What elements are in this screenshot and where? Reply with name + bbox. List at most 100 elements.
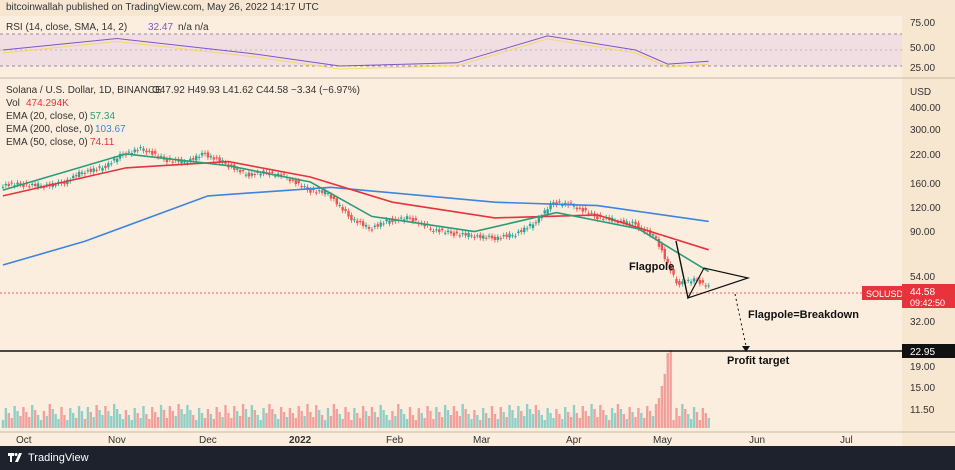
candle-body [602, 218, 605, 220]
candle-body [218, 157, 221, 162]
candle-body [476, 235, 479, 237]
volume-bar [279, 407, 283, 428]
volume-bar [564, 407, 567, 428]
candle-body [464, 233, 467, 236]
volume-bar [382, 410, 385, 428]
candle-body [578, 207, 582, 209]
ema20-line [2, 153, 710, 273]
volume-bar [159, 405, 163, 428]
volume-bar [458, 416, 461, 428]
volume-bar [508, 405, 511, 428]
volume-bar [646, 406, 649, 428]
candle-body [320, 190, 324, 193]
candle-body [212, 157, 215, 160]
candle-body [22, 183, 25, 187]
candle-body [192, 157, 195, 160]
ema200-line [2, 186, 709, 266]
volume-bar [370, 407, 374, 428]
candle-body [470, 235, 473, 237]
legend-ema200-value: 103.67 [95, 124, 126, 135]
candle-body [142, 148, 145, 151]
x-tick-oct: Oct [16, 435, 32, 446]
volume-bar [411, 415, 415, 428]
volume-bar [277, 419, 280, 428]
candle-body [145, 150, 148, 153]
candle-body [549, 203, 552, 210]
candle-body [148, 150, 151, 152]
candle-body [502, 235, 505, 237]
candle-body [678, 281, 681, 285]
candle-body [323, 190, 327, 195]
volume-bar [118, 414, 122, 428]
volume-bar [666, 353, 669, 428]
volume-bar [183, 414, 186, 428]
volume-bar [303, 416, 306, 428]
rsi-axis-25: 25.00 [910, 63, 935, 74]
candle-body [271, 171, 274, 173]
candle-body [256, 171, 259, 173]
volume-bar [107, 411, 110, 428]
volume-bar [48, 404, 51, 428]
volume-bar [241, 404, 245, 428]
candle-body [537, 217, 541, 223]
candle-body [195, 155, 198, 161]
volume-bar [640, 413, 643, 428]
chart-canvas[interactable]: RSI (14, close, SMA, 14, 2) 32.47 n/a n/… [0, 16, 955, 462]
volume-bar [473, 410, 476, 428]
candle-body [361, 221, 365, 226]
candle-body [206, 152, 210, 158]
candle-body [1, 186, 5, 188]
legend-ema50-value: 74.11 [90, 137, 115, 148]
volume-bar [394, 416, 397, 428]
volume-bar [487, 418, 491, 428]
volume-bar [657, 398, 661, 428]
candle-body [89, 168, 92, 172]
volume-bar [684, 409, 687, 428]
candle-body [534, 222, 538, 224]
volume-bar [361, 406, 365, 428]
legend-vol-label: Vol [6, 98, 20, 109]
volume-bar [566, 412, 570, 428]
candle-body [139, 147, 142, 149]
volume-bar [227, 413, 230, 428]
candle-body [400, 217, 403, 219]
candle-body [432, 230, 435, 232]
volume-bar [391, 411, 394, 428]
candle-body [505, 234, 508, 237]
volume-bar [628, 407, 631, 428]
volume-bar [25, 412, 28, 428]
candle-body [487, 235, 491, 237]
candle-body [303, 186, 306, 188]
volume-bar [531, 414, 535, 428]
volume-bar [344, 407, 347, 428]
volume-bar [115, 409, 119, 428]
volume-bar [356, 413, 359, 428]
volume-bar [197, 408, 201, 428]
volume-bar [590, 404, 593, 428]
volume-bar [66, 420, 69, 428]
volume-bar [329, 416, 333, 428]
volume-bar [584, 411, 587, 428]
volume-bar [561, 419, 564, 428]
candle-body [569, 202, 573, 204]
volume-bar [10, 418, 13, 428]
volume-bar [493, 414, 497, 428]
candle-body [347, 210, 350, 217]
x-tick-jun: Jun [749, 435, 765, 446]
volume-bar [470, 419, 473, 428]
candle-body [707, 285, 710, 287]
candle-body [309, 189, 312, 193]
candle-body [689, 281, 693, 284]
candle-body [572, 205, 576, 207]
published-header: bitcoinwallah published on TradingView.c… [0, 0, 955, 16]
volume-bar [124, 410, 128, 428]
volume-bar [92, 417, 95, 428]
volume-bar [221, 417, 224, 428]
volume-bar [400, 409, 403, 428]
volume-bar [113, 404, 116, 428]
rsi-axis-50: 50.00 [910, 43, 935, 54]
price-tick-120: 120.00 [910, 203, 941, 214]
volume-bar [154, 412, 157, 428]
volume-bar [607, 420, 611, 428]
volume-bar [63, 415, 66, 428]
